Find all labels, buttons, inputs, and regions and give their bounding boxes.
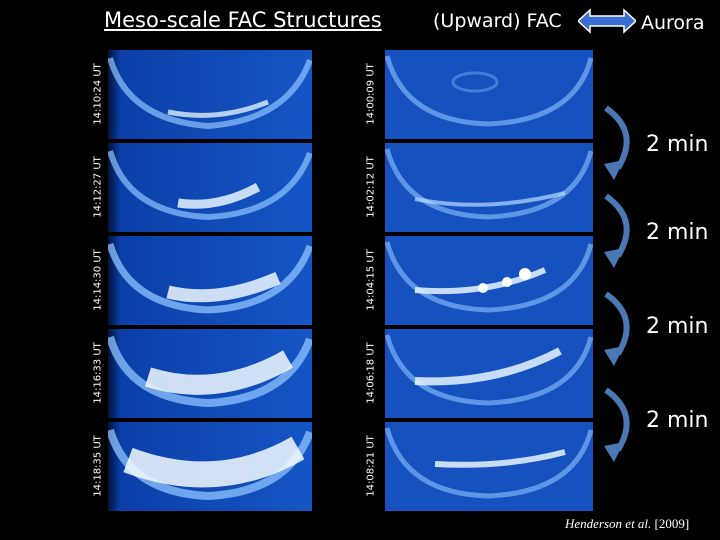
page-title: Meso-scale FAC Structures	[104, 8, 382, 32]
curved-arrow-icon	[604, 387, 630, 462]
citation-authors: Henderson	[565, 516, 623, 531]
timestamp-label: 14:10:24 UT	[92, 63, 104, 125]
timestamp-label: 14:18:35 UT	[92, 435, 104, 497]
aurora-image	[385, 236, 593, 325]
aurora-header-label: Aurora	[641, 12, 705, 34]
aurora-image	[385, 422, 593, 511]
timestamp-label: 14:16:33 UT	[92, 342, 104, 404]
timestamp-label: 14:00:09 UT	[365, 63, 377, 125]
timestamp-label: 14:06:18 UT	[365, 342, 377, 404]
aurora-panel: 14:00:09 UT	[359, 50, 593, 139]
fac-image	[108, 236, 312, 325]
citation-etal: et al.	[625, 516, 652, 531]
fac-column: 14:10:24 UT 14:12:27 UT 14:14:30 UT 14:1…	[86, 50, 312, 515]
curved-arrow-icon	[604, 193, 630, 268]
fac-panel: 14:12:27 UT	[86, 143, 312, 232]
citation-year: [2009]	[654, 516, 690, 531]
step-label: 2 min	[646, 314, 709, 339]
time-step: 2 min	[600, 384, 720, 464]
curved-arrow-icon	[604, 105, 630, 180]
fac-panel: 14:14:30 UT	[86, 236, 312, 325]
time-step: 2 min	[600, 190, 720, 270]
curved-arrow-icon	[604, 291, 630, 366]
fac-panel: 14:16:33 UT	[86, 329, 312, 418]
timestamp-label: 14:02:12 UT	[365, 156, 377, 218]
timestamp-label: 14:08:21 UT	[365, 435, 377, 497]
aurora-image	[385, 50, 593, 139]
aurora-image	[385, 329, 593, 418]
aurora-panel: 14:02:12 UT	[359, 143, 593, 232]
timestamp-label: 14:12:27 UT	[92, 156, 104, 218]
aurora-panel: 14:06:18 UT	[359, 329, 593, 418]
fac-image	[108, 50, 312, 139]
citation: Henderson et al. [2009]	[565, 516, 689, 532]
aurora-column: 14:00:09 UT 14:02:12 UT 14:04:15 UT 14:0…	[359, 50, 593, 515]
double-arrow-icon	[578, 8, 636, 34]
step-label: 2 min	[646, 132, 709, 157]
fac-image	[108, 422, 312, 511]
fac-image	[108, 143, 312, 232]
aurora-panel: 14:04:15 UT	[359, 236, 593, 325]
timestamp-label: 14:04:15 UT	[365, 249, 377, 311]
fac-panel: 14:18:35 UT	[86, 422, 312, 511]
fac-header-label: (Upward) FAC	[433, 10, 562, 32]
time-step: 2 min	[600, 102, 720, 182]
step-label: 2 min	[646, 220, 709, 245]
time-step: 2 min	[600, 288, 720, 368]
fac-panel: 14:10:24 UT	[86, 50, 312, 139]
timestamp-label: 14:14:30 UT	[92, 249, 104, 311]
aurora-panel: 14:08:21 UT	[359, 422, 593, 511]
fac-image	[108, 329, 312, 418]
aurora-image	[385, 143, 593, 232]
step-label: 2 min	[646, 408, 709, 433]
